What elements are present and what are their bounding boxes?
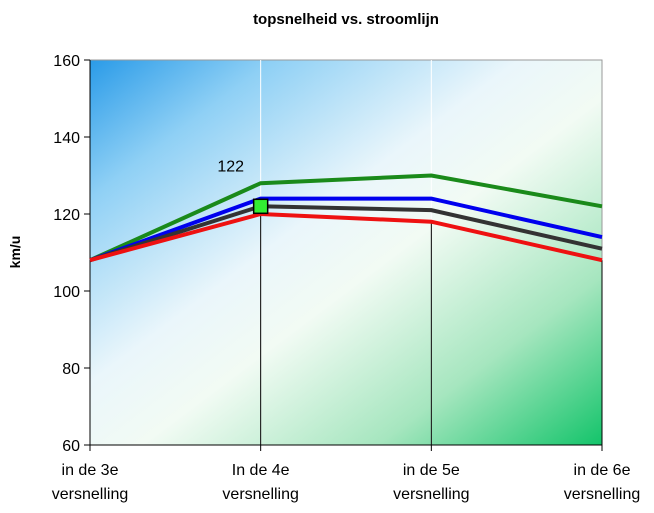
data-label: 122: [217, 158, 244, 175]
y-tick-label: 100: [53, 284, 80, 301]
series-line-1: [89, 173, 603, 263]
axes: [84, 59, 603, 451]
x-tick-label: in de 6e: [574, 462, 631, 479]
series-line-3: [89, 204, 603, 263]
x-tick-label: versnelling: [564, 486, 640, 503]
y-tick-label: 60: [62, 438, 80, 455]
labels: 60 80 100 120 140 160 in de 3e versnelling In de…: [52, 53, 640, 503]
y-tick-label: 120: [53, 207, 80, 224]
x-tick-label: versnelling: [222, 486, 298, 503]
highlight-marker: [252, 198, 269, 215]
y-axis-label: km/u: [7, 236, 23, 269]
x-tick-label: in de 3e: [62, 462, 119, 479]
series-layer: [89, 173, 603, 263]
series-line-4: [89, 211, 603, 263]
grid-lines: [260, 60, 603, 445]
y-tick-label: 80: [62, 361, 80, 378]
chart-title: topsnelheid vs. stroomlijn: [253, 11, 439, 28]
y-tick-label: 140: [53, 130, 80, 147]
x-tick-label: versnelling: [393, 486, 469, 503]
x-tick-label: versnelling: [52, 486, 128, 503]
marker-layer: [252, 198, 269, 215]
y-tick-label: 160: [53, 53, 80, 70]
x-tick-label: In de 4e: [232, 462, 290, 479]
x-tick-label: in de 5e: [403, 462, 460, 479]
series-line-2: [89, 196, 603, 263]
plot-area: [89, 59, 603, 446]
